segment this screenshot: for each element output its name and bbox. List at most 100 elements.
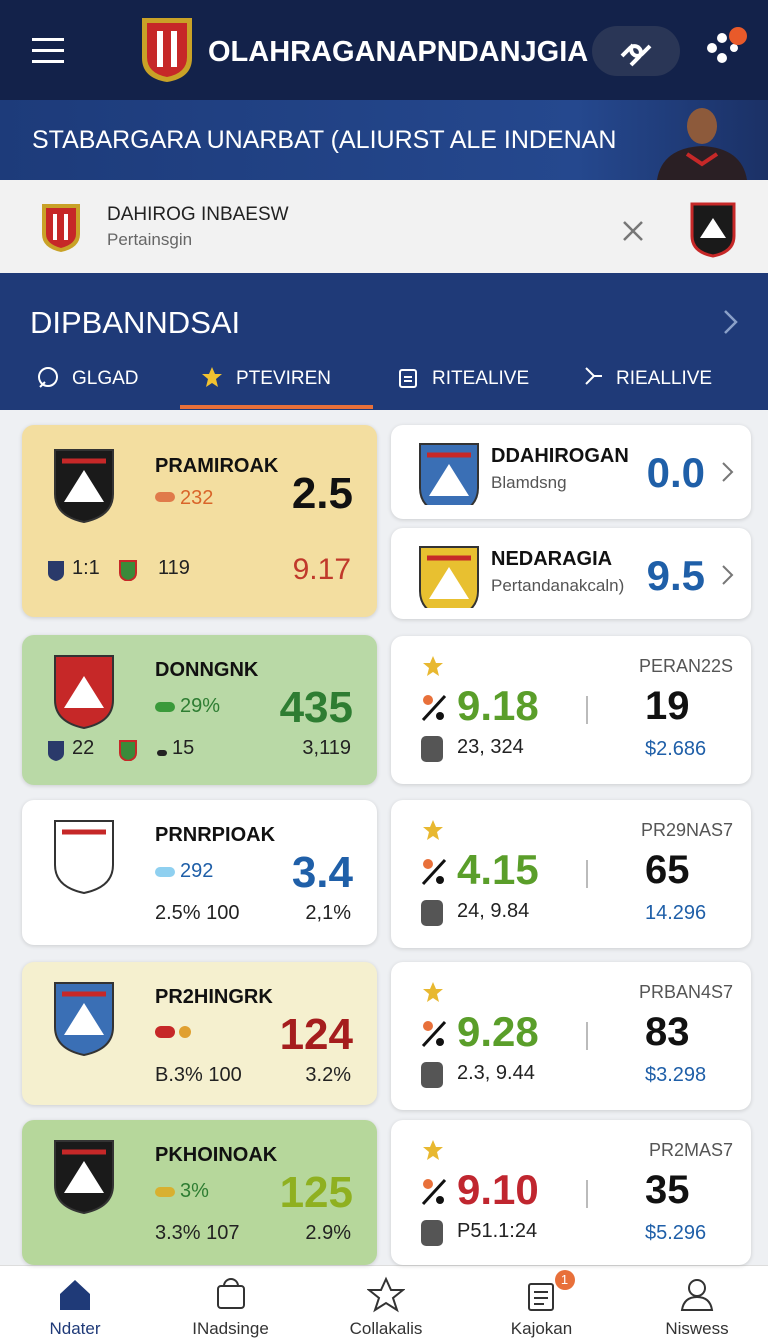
banner-text: STABARGARA UNARBAT (ALIURST ALE INDENAN: [32, 126, 617, 154]
foot-dot: [157, 745, 169, 763]
team-name: PR2HINGRK: [155, 986, 273, 1008]
match-value: 9.5: [646, 552, 705, 599]
stat-value: 19: [645, 684, 690, 728]
score-sub: 23, 324: [457, 736, 524, 758]
link-button[interactable]: [592, 26, 680, 76]
stat-card[interactable]: 9.28 2.3, 9.44 PRBAN4S7 83 $3.298: [391, 962, 751, 1110]
match-value: 0.0: [646, 449, 705, 496]
stat-label: PERAN22S: [638, 656, 733, 676]
match-logo: [417, 441, 481, 518]
nav-item[interactable]: Kajokan 1: [472, 1266, 612, 1344]
score-icon: [419, 1016, 449, 1055]
foot-mid: 15: [172, 737, 195, 759]
notifications[interactable]: [704, 26, 750, 70]
stat-dots: [155, 1026, 195, 1047]
menu-button[interactable]: [32, 36, 66, 64]
score-sub: 24, 9.84: [457, 900, 530, 922]
score: 9.18: [457, 682, 539, 729]
tab-indicator: [180, 405, 373, 409]
nav-item[interactable]: INadsinge: [161, 1266, 301, 1344]
foot-right: 3,119: [302, 737, 351, 759]
stat-card[interactable]: 4.15 24, 9.84 PR29NAS7 65 14.296: [391, 800, 751, 948]
tab[interactable]: RITEALIVE: [432, 368, 530, 389]
team-logo: [52, 447, 116, 528]
team-value: 3.4: [291, 848, 353, 897]
team-logo: [52, 818, 116, 899]
match-card[interactable]: NEDARAGIA Pertandanakcaln) 9.5: [391, 528, 751, 621]
team-logo: [52, 653, 116, 734]
star-icon: [421, 980, 445, 1009]
stat-value: 35: [645, 1168, 690, 1212]
nav-label: Ndater: [49, 1319, 101, 1338]
team-stat: 232: [180, 487, 214, 509]
score: 9.10: [457, 1166, 539, 1213]
foot-right: 2,1%: [305, 902, 351, 924]
stat-card[interactable]: 9.18 23, 324 PERAN22S 19 $2.686: [391, 636, 751, 784]
score: 4.15: [457, 846, 539, 893]
foot-icon: [118, 559, 138, 586]
stat-price: $3.298: [645, 1064, 707, 1086]
tab[interactable]: RIEALLIVE: [616, 368, 713, 389]
nav-icon: [56, 1276, 94, 1319]
team-value: 2.5: [291, 469, 353, 518]
nav-item[interactable]: Niswess: [627, 1266, 767, 1344]
team-name: PRAMIROAK: [155, 455, 279, 477]
team-card[interactable]: PR2HINGRK 124 B.3% 100 3.2%: [22, 962, 377, 1105]
stat-dot: [155, 701, 175, 719]
notice-logo: [42, 204, 80, 252]
section-header: DIPBANNDSAI GLGAD PTEVIREN RITEALIVE RIEALL…: [0, 273, 768, 410]
score-sub: P51.1:24: [457, 1220, 538, 1242]
team-name: DONNGNK: [155, 659, 259, 681]
foot-right: 9.17: [292, 553, 351, 586]
foot-left: 2.5% 100: [155, 902, 240, 924]
tab[interactable]: PTEVIREN: [236, 368, 332, 389]
stat-dot: [155, 491, 175, 509]
divider: [586, 1022, 589, 1057]
tab[interactable]: GLGAD: [72, 368, 139, 389]
banner[interactable]: STABARGARA UNARBAT (ALIURST ALE INDENAN: [0, 100, 768, 180]
team-stat: 292: [180, 860, 214, 882]
nav-icon: [523, 1276, 561, 1319]
sub-icon: [419, 898, 445, 933]
nav-label: Collakalis: [349, 1319, 423, 1338]
star-icon: [421, 654, 445, 683]
match-card[interactable]: DDAHIROGAN Blamdsng 0.0: [391, 425, 751, 519]
foot-icon: [46, 739, 66, 766]
team-stat: 3%: [180, 1180, 209, 1202]
header: OLAHRAGANAPNDANJGIA: [0, 0, 768, 100]
match-sub: Pertandanakcaln): [491, 576, 625, 595]
section-title: DIPBANNDSAI: [30, 305, 241, 340]
team-card[interactable]: PRAMIROAK 232 2.5 1:1 119 9.17: [22, 425, 377, 617]
stat-card[interactable]: 9.10 P51.1:24 PR2MAS7 35 $5.296: [391, 1120, 751, 1265]
tab-icon: [200, 365, 226, 396]
stat-price: $2.686: [645, 738, 707, 760]
stat-dot: [155, 866, 175, 884]
team-card[interactable]: PKHOINOAK 3% 125 3.3% 107 2.9%: [22, 1120, 377, 1265]
notice-badge: [690, 202, 736, 258]
nav-icon: [212, 1276, 250, 1319]
score: 9.28: [457, 1008, 539, 1055]
nav-label: INadsinge: [192, 1319, 269, 1338]
match-name: NEDARAGIA: [491, 548, 613, 570]
close-button[interactable]: [622, 220, 644, 242]
team-card[interactable]: PRNRPIOAK 292 3.4 2.5% 100 2,1%: [22, 800, 377, 945]
nav-badge: 1: [554, 1270, 575, 1290]
divider: [586, 1180, 589, 1215]
team-name: PRNRPIOAK: [155, 824, 276, 846]
chevron: [721, 461, 735, 490]
divider: [586, 696, 589, 731]
notice-title: DAHIROG INBAESW: [107, 204, 289, 225]
foot-right: 2.9%: [305, 1222, 351, 1244]
nav-item[interactable]: Ndater: [5, 1266, 145, 1344]
divider: [586, 860, 589, 895]
more-arrow[interactable]: [722, 308, 740, 336]
stat-dot: [155, 1186, 175, 1204]
foot-left: B.3% 100: [155, 1064, 242, 1086]
foot-left: 22: [72, 737, 95, 759]
logo: [142, 18, 192, 82]
nav-item[interactable]: Collakalis: [316, 1266, 456, 1344]
stat-price: 14.296: [645, 902, 707, 924]
team-card[interactable]: DONNGNK 29% 435 22 15 3,119: [22, 635, 377, 785]
sub-icon: [419, 1218, 445, 1253]
notice[interactable]: DAHIROG INBAESW Pertainsgin: [0, 180, 768, 273]
